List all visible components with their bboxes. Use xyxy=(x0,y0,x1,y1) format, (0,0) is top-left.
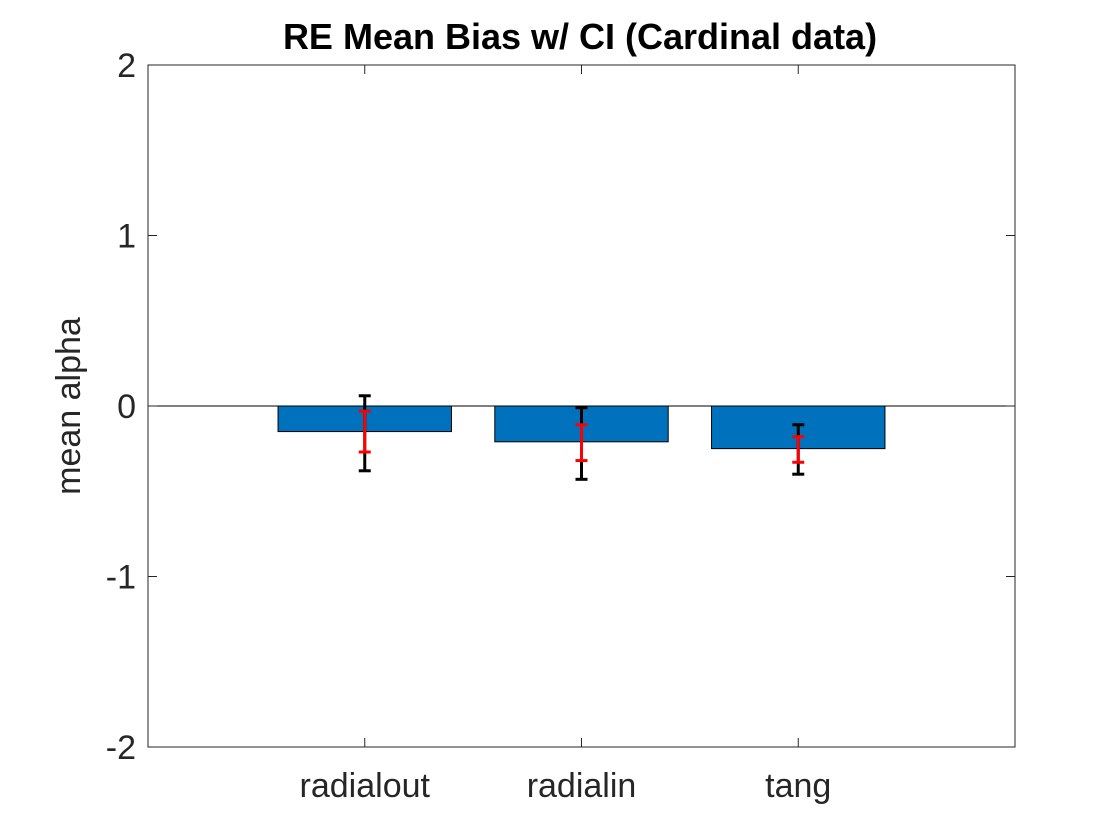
error-bar-inner-radialin xyxy=(575,423,588,463)
x-tick-label: tang xyxy=(765,767,831,805)
axes: -2 -1 0 1 2 radialout radialin tang xyxy=(106,47,1016,805)
chart-title: RE Mean Bias w/ CI (Cardinal data) xyxy=(283,16,877,57)
y-tick-label: -2 xyxy=(106,729,136,767)
error-bar-inner-tang xyxy=(792,435,805,464)
x-tick-label: radialin xyxy=(527,767,637,805)
y-tick-label: 0 xyxy=(117,388,136,426)
y-axis-label: mean alpha xyxy=(50,317,88,495)
x-tick-label: radialout xyxy=(300,767,431,805)
error-bar-inner-radialout xyxy=(358,409,371,454)
y-tick-label: -1 xyxy=(106,559,136,597)
error-bars xyxy=(358,394,805,481)
y-tick-label: 2 xyxy=(117,47,136,85)
y-tick-label: 1 xyxy=(117,218,136,256)
